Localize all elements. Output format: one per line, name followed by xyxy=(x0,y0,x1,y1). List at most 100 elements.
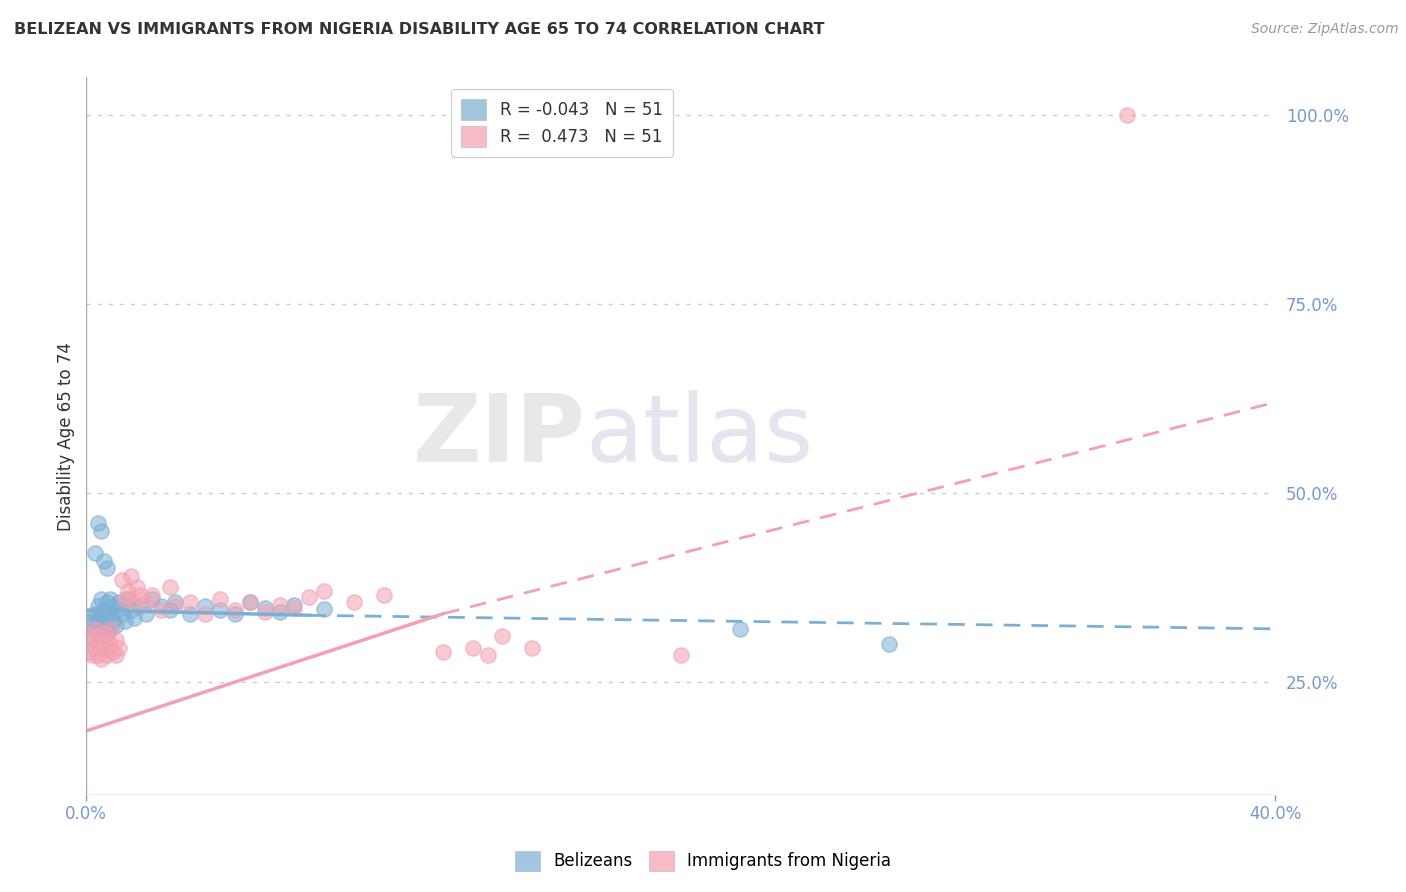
Point xyxy=(98,622,121,636)
Point xyxy=(77,644,100,658)
Point xyxy=(84,546,107,560)
Point xyxy=(90,524,112,538)
Point xyxy=(114,591,136,606)
Point xyxy=(82,648,104,663)
Point xyxy=(105,618,128,632)
Point xyxy=(117,584,139,599)
Point xyxy=(159,603,181,617)
Point xyxy=(98,607,121,621)
Point xyxy=(194,599,217,614)
Point xyxy=(125,580,148,594)
Point xyxy=(96,595,118,609)
Text: ZIP: ZIP xyxy=(413,391,586,483)
Point xyxy=(269,605,291,619)
Point xyxy=(209,603,232,617)
Point xyxy=(373,588,395,602)
Point xyxy=(114,615,136,629)
Point xyxy=(135,595,157,609)
Point xyxy=(90,591,112,606)
Point xyxy=(141,591,163,606)
Point xyxy=(108,640,131,655)
Point xyxy=(87,629,110,643)
Point xyxy=(432,644,454,658)
Point xyxy=(128,588,150,602)
Point xyxy=(93,618,115,632)
Point xyxy=(461,640,484,655)
Point xyxy=(101,599,124,614)
Point xyxy=(120,603,142,617)
Point xyxy=(98,591,121,606)
Point xyxy=(84,622,107,636)
Point xyxy=(90,652,112,666)
Point xyxy=(84,622,107,636)
Point xyxy=(122,595,145,609)
Point xyxy=(179,595,201,609)
Point xyxy=(93,625,115,640)
Point xyxy=(298,590,321,604)
Text: atlas: atlas xyxy=(586,391,814,483)
Point xyxy=(101,644,124,658)
Legend: Belizeans, Immigrants from Nigeria: Belizeans, Immigrants from Nigeria xyxy=(506,842,900,880)
Point xyxy=(98,637,121,651)
Point xyxy=(77,610,100,624)
Point xyxy=(159,580,181,594)
Point xyxy=(105,633,128,648)
Point xyxy=(149,599,172,614)
Point xyxy=(165,595,187,609)
Point xyxy=(117,591,139,606)
Point xyxy=(135,607,157,621)
Point xyxy=(111,607,134,621)
Point xyxy=(84,640,107,655)
Point xyxy=(224,607,246,621)
Point xyxy=(96,610,118,624)
Y-axis label: Disability Age 65 to 74: Disability Age 65 to 74 xyxy=(58,342,75,531)
Point xyxy=(90,622,112,636)
Point xyxy=(224,603,246,617)
Point xyxy=(93,603,115,617)
Point xyxy=(194,607,217,621)
Point xyxy=(522,640,544,655)
Point xyxy=(96,648,118,663)
Point xyxy=(141,588,163,602)
Point xyxy=(314,584,336,599)
Point xyxy=(93,554,115,568)
Point xyxy=(93,629,115,643)
Point xyxy=(96,561,118,575)
Point xyxy=(82,633,104,648)
Point xyxy=(477,648,499,663)
Point xyxy=(283,600,305,615)
Point xyxy=(90,637,112,651)
Point xyxy=(253,600,276,615)
Point xyxy=(239,595,262,609)
Point xyxy=(87,516,110,530)
Point xyxy=(209,591,232,606)
Point xyxy=(269,598,291,612)
Point xyxy=(283,598,305,612)
Point xyxy=(82,629,104,643)
Legend: R = -0.043   N = 51, R =  0.473   N = 51: R = -0.043 N = 51, R = 0.473 N = 51 xyxy=(451,89,672,157)
Point xyxy=(77,629,100,643)
Point xyxy=(491,629,513,643)
Point xyxy=(128,599,150,614)
Point xyxy=(87,615,110,629)
Point xyxy=(120,569,142,583)
Point xyxy=(98,622,121,636)
Point xyxy=(101,615,124,629)
Point xyxy=(343,595,366,609)
Point xyxy=(87,599,110,614)
Point xyxy=(96,625,118,640)
Point xyxy=(108,595,131,609)
Point xyxy=(1115,108,1137,122)
Point xyxy=(93,640,115,655)
Point xyxy=(87,648,110,663)
Point xyxy=(730,622,752,636)
Point xyxy=(111,573,134,587)
Point xyxy=(314,602,336,616)
Text: Source: ZipAtlas.com: Source: ZipAtlas.com xyxy=(1251,22,1399,37)
Point xyxy=(179,607,201,621)
Point xyxy=(239,595,262,609)
Point xyxy=(253,605,276,619)
Point xyxy=(90,607,112,621)
Point xyxy=(105,648,128,663)
Point xyxy=(669,648,692,663)
